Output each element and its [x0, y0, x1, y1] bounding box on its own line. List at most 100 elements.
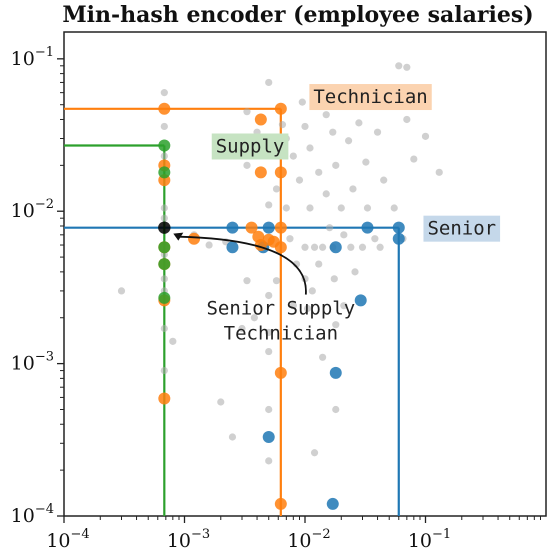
point-senior-10 — [226, 241, 239, 254]
point-other-40 — [295, 176, 304, 184]
point-technician-13 — [245, 221, 258, 234]
point-other-61 — [332, 161, 340, 169]
point-other-77 — [371, 235, 379, 243]
point-other-25 — [265, 201, 273, 209]
point-technician-3 — [254, 166, 267, 179]
y-tick-label-3: 10−1 — [11, 45, 54, 70]
point-other-87 — [410, 155, 418, 163]
point-other-38 — [289, 302, 297, 310]
plot-area — [63, 31, 547, 517]
point-other-10 — [117, 287, 126, 295]
point-senior-4 — [329, 241, 342, 254]
point-other-89 — [435, 168, 443, 176]
point-technician-20 — [274, 497, 287, 510]
point-other-71 — [351, 268, 359, 276]
point-other-0 — [160, 89, 168, 97]
point-other-9 — [160, 366, 168, 375]
point-other-4 — [160, 214, 168, 222]
point-other-29 — [265, 405, 273, 414]
point-other-47 — [306, 204, 314, 212]
label-senior: Senior — [427, 218, 496, 240]
point-senior-6 — [326, 497, 339, 510]
point-other-2 — [160, 152, 168, 160]
point-other-88 — [421, 132, 430, 140]
point-other-26 — [265, 291, 273, 300]
word-labels: Senior Supply Technician — [211, 84, 501, 242]
point-other-20 — [243, 277, 251, 285]
y-tick-label-0: 10−4 — [11, 502, 54, 527]
point-supply-2 — [158, 241, 171, 254]
y-tick-label-2: 10−2 — [11, 197, 54, 222]
point-technician-4 — [274, 166, 287, 179]
point-senior-2 — [361, 221, 374, 234]
point-other-80 — [380, 176, 388, 184]
point-other-6 — [160, 275, 168, 283]
point-other-53 — [319, 243, 327, 251]
annotation-line-0: Senior Supply — [206, 298, 355, 320]
point-senior-9 — [226, 221, 239, 234]
point-other-31 — [272, 185, 281, 193]
point-supply-1 — [158, 166, 171, 179]
label-box-technician — [309, 84, 432, 111]
point-other-57 — [325, 224, 334, 232]
point-other-18 — [243, 108, 251, 116]
point-senior-0 — [392, 221, 405, 234]
point-technician-19 — [274, 366, 287, 379]
y-tick-label-1: 10−3 — [11, 350, 54, 375]
point-other-15 — [217, 398, 225, 406]
point-other-51 — [315, 168, 323, 176]
point-other-52 — [315, 260, 323, 268]
point-technician-14 — [274, 221, 287, 234]
point-other-49 — [310, 243, 319, 251]
point-other-1 — [160, 122, 168, 131]
annotation-group: Senior Supply Technician — [173, 232, 355, 345]
point-other-19 — [243, 161, 251, 169]
point-other-74 — [362, 158, 370, 166]
point-other-56 — [322, 190, 330, 198]
point-other-85 — [403, 63, 411, 71]
point-other-11 — [169, 337, 177, 345]
point-other-79 — [376, 243, 384, 251]
point-other-28 — [265, 347, 273, 356]
point-technician-1 — [158, 102, 171, 115]
point-senior-7 — [262, 221, 275, 234]
point-other-82 — [390, 204, 398, 212]
point-other-50 — [310, 449, 319, 457]
point-other-55 — [322, 111, 330, 119]
point-other-68 — [344, 137, 353, 145]
point-other-41 — [298, 98, 306, 106]
x-tick-label-3: 10−1 — [408, 527, 451, 552]
annotation-arrowhead — [173, 232, 184, 241]
point-technician-7 — [188, 232, 201, 245]
point-other-86 — [403, 115, 411, 124]
point-other-16 — [228, 433, 237, 441]
point-other-66 — [340, 302, 348, 310]
point-other-42 — [301, 122, 309, 131]
point-other-78 — [373, 128, 382, 136]
point-other-58 — [329, 128, 337, 136]
point-senior-8 — [262, 430, 275, 443]
label-box-senior — [423, 215, 501, 242]
point-senior-3 — [354, 294, 367, 307]
label-technician: Technician — [313, 86, 427, 108]
point-other-70 — [349, 185, 357, 193]
point-supply-3 — [158, 258, 171, 271]
point-other-43 — [301, 243, 309, 251]
point-other-21 — [250, 314, 258, 322]
point-supply-0 — [158, 139, 171, 152]
point-other-30 — [265, 457, 273, 465]
annotation-line-1: Technician — [224, 323, 338, 345]
annotation-arrow — [178, 235, 307, 295]
point-technician-0 — [274, 102, 287, 115]
point-other-8 — [160, 324, 168, 333]
point-other-64 — [337, 204, 345, 212]
point-senior-5 — [329, 366, 342, 379]
point-other-63 — [332, 405, 340, 414]
chart-title: Min-hash encoder (employee salaries) — [62, 2, 533, 28]
point-other-60 — [330, 275, 338, 283]
point-other-37 — [289, 152, 297, 160]
x-tick-label-1: 10−3 — [167, 527, 210, 552]
point-other-45 — [303, 304, 312, 313]
point-technician-18 — [158, 392, 171, 405]
